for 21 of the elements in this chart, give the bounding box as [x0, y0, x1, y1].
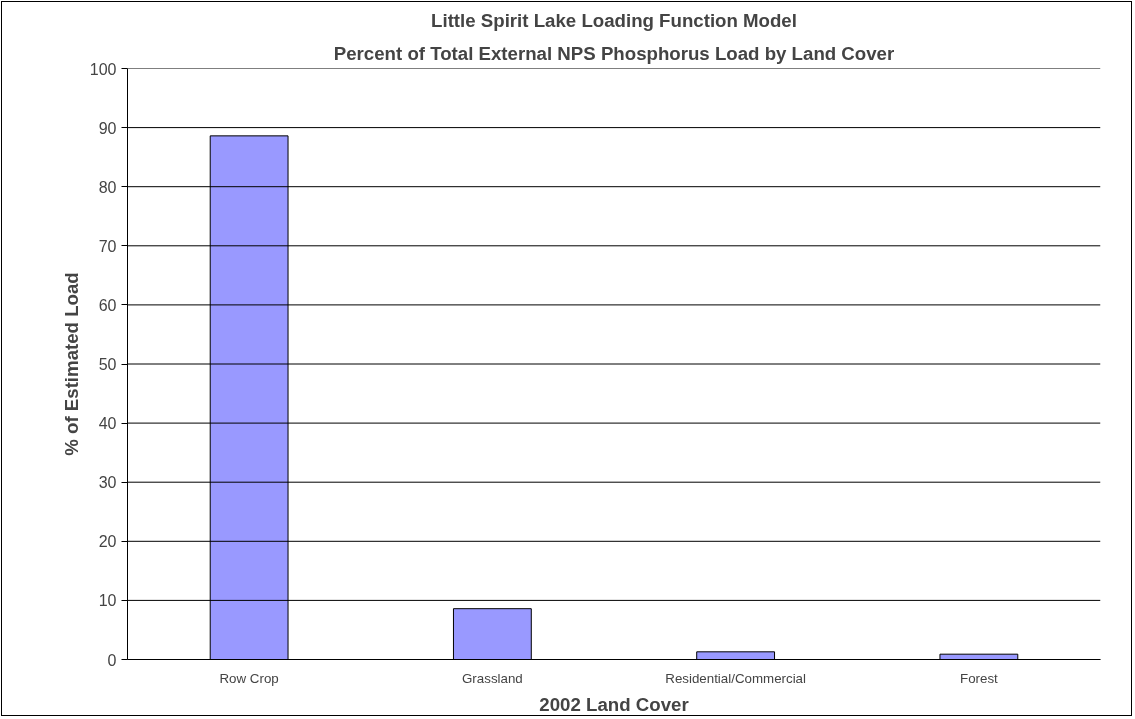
chart-subtitle: Percent of Total External NPS Phosphorus Load by Land Cover — [333, 42, 895, 64]
y-tick-label: 100 — [89, 60, 117, 78]
y-tick-label: 0 — [107, 651, 117, 669]
y-tick-label: 70 — [98, 237, 117, 255]
y-tick-label: 80 — [98, 178, 117, 196]
y-tick-label: 30 — [98, 474, 117, 492]
y-axis-title: % of Estimated Load — [60, 272, 82, 456]
x-tick-label: Forest — [959, 670, 999, 686]
y-tick-label: 40 — [98, 415, 117, 433]
x-tick-label: Residential/Commercial — [665, 670, 807, 686]
y-tick-label: 20 — [98, 533, 117, 551]
chart-title: Little Spirit Lake Loading Function Model — [431, 9, 797, 31]
y-tick-label: 10 — [98, 592, 117, 610]
bar — [696, 651, 776, 660]
x-axis-title: 2002 Land Cover — [539, 693, 689, 715]
x-tick-label: Grassland — [462, 670, 523, 686]
x-tick-label: Row Crop — [219, 670, 279, 686]
y-tick-label: 90 — [98, 119, 117, 137]
bar — [452, 608, 532, 660]
y-tick-label: 50 — [98, 356, 117, 373]
y-tick-label: 60 — [98, 296, 117, 314]
